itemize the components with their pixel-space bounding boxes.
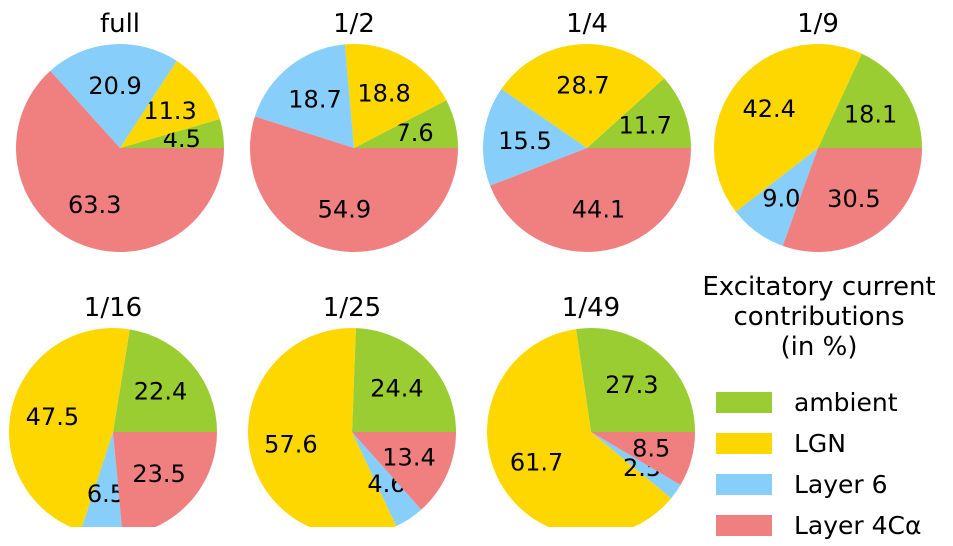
pie-slice-ambient [818, 53, 922, 149]
pie-slice-layer-4c [249, 116, 458, 252]
pie-slice-layer-4c [352, 432, 456, 510]
slice-value-label: 22.4 [134, 378, 187, 406]
legend-label: Layer 4Cα [794, 511, 922, 540]
pie-slice-lgn [487, 329, 672, 527]
slice-value-label: 8.5 [632, 435, 670, 463]
pie-slice-layer-6 [482, 89, 587, 186]
legend-items: ambient LGN Layer 6 Layer 4Cα [716, 382, 949, 546]
legend-label: ambient [794, 388, 898, 417]
slice-value-label: 18.8 [357, 79, 410, 107]
pie-slice-layer-6 [81, 432, 122, 527]
pie-slice-layer-6 [352, 432, 422, 527]
legend: Excitatory current contributions (in %) … [694, 272, 949, 546]
slice-value-label: 47.5 [26, 403, 79, 431]
legend-title-line: (in %) [780, 332, 858, 362]
legend-label: LGN [794, 429, 847, 458]
pie-title: 1/2 [333, 9, 375, 39]
slice-value-label: 11.3 [143, 97, 196, 125]
pie-slice-ambient [352, 328, 456, 432]
pie-slice-lgn [120, 60, 220, 148]
pie-slice-ambient [354, 100, 458, 148]
legend-title-line: Excitatory current [702, 272, 936, 302]
slice-value-label: 18.7 [288, 85, 341, 113]
pie-chart-1-2: 7.6 18.8 18.7 54.9 1/2 [249, 9, 458, 252]
pie-chart-1-4: 11.7 28.715.5 44.1 1/4 [482, 9, 691, 253]
pie-title: full [100, 9, 140, 39]
slice-value-label: 23.5 [132, 460, 185, 488]
pie-title: 1/16 [84, 293, 142, 323]
pie-chart-1-16: 22.447.56.523.51/16 [9, 293, 217, 527]
slice-value-label: 11.7 [618, 112, 671, 140]
pie-slice-ambient [120, 118, 224, 148]
pie-chart-1-49: 27.361.7 2.58.51/49 [487, 293, 695, 527]
pie-title: 1/49 [562, 293, 620, 323]
pie-slice-layer-4c [591, 432, 695, 485]
slice-value-label: 44.1 [572, 195, 625, 223]
pie-chart-1-25: 24.457.64.613.41/25 [248, 293, 456, 527]
slice-value-label: 27.3 [605, 371, 658, 399]
pie-slice-layer-4c [16, 70, 224, 253]
legend-label: Layer 6 [794, 470, 888, 499]
pie-slice-lgn [9, 327, 130, 527]
pie-slice-layer-4c [490, 148, 691, 253]
pie-slice-layer-4c [113, 432, 217, 527]
pie-slice-ambient [587, 78, 691, 148]
pie-slice-ambient [113, 329, 217, 432]
pie-title: 1/25 [323, 293, 381, 323]
pie-slice-layer-6 [254, 44, 354, 148]
pie-slice-lgn [501, 43, 665, 148]
legend-item-lgn: LGN [716, 423, 949, 464]
pie-slice-lgn [248, 328, 397, 527]
pie-title: 1/4 [566, 9, 608, 39]
legend-item-ambient: ambient [716, 382, 949, 423]
pie-slice-lgn [344, 43, 447, 148]
slice-value-label: 28.7 [556, 72, 609, 100]
pie-slice-layer-6 [50, 44, 177, 148]
slice-value-label: 61.7 [510, 449, 563, 477]
legend-title-line: contributions [733, 302, 905, 332]
slice-value-label: 9.0 [762, 185, 800, 213]
pie-slice-layer-6 [591, 432, 681, 499]
legend-swatch-layer6 [716, 474, 772, 495]
slice-value-label: 63.3 [68, 191, 121, 219]
pie-slice-ambient [576, 327, 695, 432]
legend-swatch-lgn [716, 433, 772, 454]
legend-item-layer6: Layer 6 [716, 464, 949, 505]
pie-chart-1-9: 18.1 42.4 9.0 30.5 1/9 [713, 9, 923, 252]
slice-value-label: 15.5 [498, 127, 551, 155]
pie-title: 1/9 [797, 9, 839, 39]
slice-value-label: 7.6 [396, 119, 434, 147]
slice-value-label: 54.9 [318, 196, 371, 224]
pie-slice-layer-6 [735, 148, 818, 246]
slice-value-label: 20.9 [88, 72, 141, 100]
slice-value-label: 42.4 [742, 95, 795, 123]
legend-title: Excitatory current contributions (in %) [694, 272, 944, 362]
pie-chart-figure: 4.511.320.963.3full7.618.818.754.91/211.… [9, 9, 923, 527]
legend-item-layer4ca: Layer 4Cα [716, 505, 949, 546]
slice-value-label: 13.4 [382, 444, 435, 472]
pie-slice-lgn [713, 43, 862, 212]
pie-slice-layer-4c [782, 148, 923, 252]
slice-value-label: 24.4 [370, 375, 423, 403]
slice-value-label: 18.1 [844, 100, 897, 128]
legend-swatch-layer4ca [716, 515, 772, 536]
slice-value-label: 30.5 [827, 185, 880, 213]
slice-value-label: 57.6 [264, 431, 317, 459]
legend-swatch-ambient [716, 392, 772, 413]
